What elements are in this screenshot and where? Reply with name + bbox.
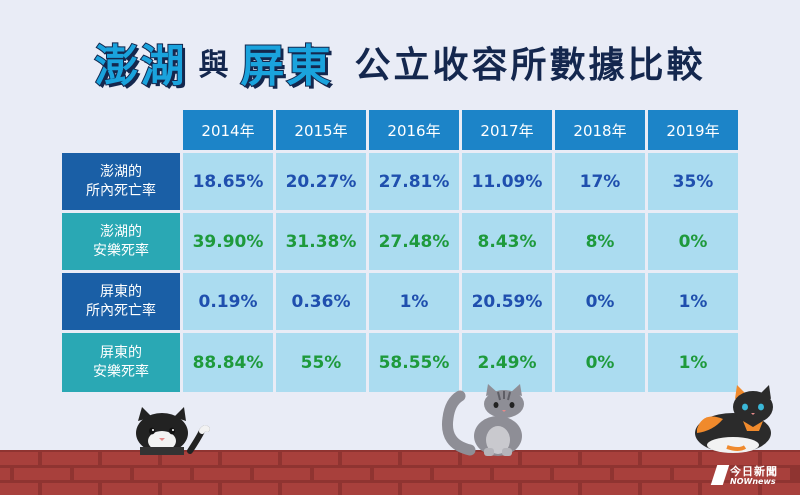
title-pingtung: 屏東: [239, 40, 333, 93]
table-row-pingtung-euthanasia-rate: 屏東的 安樂死率 88.84% 55% 58.55% 2.49% 0% 1%: [62, 333, 738, 392]
column-header: 2015年: [276, 110, 366, 150]
table-cell: 35%: [648, 153, 738, 210]
table-cell: 55%: [276, 333, 366, 392]
brand-sub: NOWnews: [730, 477, 776, 486]
table-cell: 0.19%: [183, 273, 273, 330]
row-header-line2: 所內死亡率: [86, 302, 156, 319]
table-cell: 58.55%: [369, 333, 459, 392]
title-connector: 與: [198, 48, 229, 83]
table-cell: 0.36%: [276, 273, 366, 330]
row-header-line1: 澎湖的: [100, 223, 142, 240]
table-cell: 11.09%: [462, 153, 552, 210]
table-cell: 0%: [648, 213, 738, 270]
column-header: 2018年: [555, 110, 645, 150]
column-header: 2019年: [648, 110, 738, 150]
tuxedo-cat-icon: [136, 407, 210, 455]
table-cell: 17%: [555, 153, 645, 210]
column-header: 2014年: [183, 110, 273, 150]
title-subject: 公立收容所數據比較: [354, 45, 706, 86]
row-header-line2: 所內死亡率: [86, 182, 156, 199]
table-cell: 20.59%: [462, 273, 552, 330]
table-cell: 8%: [555, 213, 645, 270]
data-table: 2014年 2015年 2016年 2017年 2018年 2019年 澎湖的 …: [62, 110, 738, 392]
nownews-logo: 今日新聞 NOWnews: [710, 463, 794, 489]
table-cell: 39.90%: [183, 213, 273, 270]
row-header: 屏東的 所內死亡率: [62, 273, 180, 330]
table-cell: 27.81%: [369, 153, 459, 210]
table-cell: 27.48%: [369, 213, 459, 270]
row-header-line1: 屏東的: [100, 283, 142, 300]
gray-tabby-cat-icon: [441, 384, 524, 456]
table-row-penghu-death-rate: 澎湖的 所內死亡率 18.65% 20.27% 27.81% 11.09% 17…: [62, 153, 738, 210]
brick-wall: [0, 450, 800, 495]
table-cell: 20.27%: [276, 153, 366, 210]
table-cell: 0%: [555, 273, 645, 330]
row-header-line1: 屏東的: [100, 344, 142, 361]
column-header: 2017年: [462, 110, 552, 150]
table-corner: [62, 110, 180, 150]
row-header: 澎湖的 安樂死率: [62, 213, 180, 270]
brand-name: 今日新聞: [730, 465, 778, 478]
page-title: 澎湖 與 屏東 公立收容所數據比較: [0, 32, 800, 93]
table-cell: 1%: [648, 273, 738, 330]
row-header: 澎湖的 所內死亡率: [62, 153, 180, 210]
nownews-logo-icon: [710, 465, 730, 485]
table-cell: 0%: [555, 333, 645, 392]
table-cell: 18.65%: [183, 153, 273, 210]
table-cell: 1%: [369, 273, 459, 330]
row-header: 屏東的 安樂死率: [62, 333, 180, 392]
row-header-line1: 澎湖的: [100, 163, 142, 180]
table-cell: 8.43%: [462, 213, 552, 270]
table-cell: 31.38%: [276, 213, 366, 270]
row-header-line2: 安樂死率: [93, 363, 149, 380]
table-header-row: 2014年 2015年 2016年 2017年 2018年 2019年: [62, 110, 738, 150]
table-cell: 88.84%: [183, 333, 273, 392]
column-header: 2016年: [369, 110, 459, 150]
table-cell: 2.49%: [462, 333, 552, 392]
table-row-penghu-euthanasia-rate: 澎湖的 安樂死率 39.90% 31.38% 27.48% 8.43% 8% 0…: [62, 213, 738, 270]
table-row-pingtung-death-rate: 屏東的 所內死亡率 0.19% 0.36% 1% 20.59% 0% 1%: [62, 273, 738, 330]
row-header-line2: 安樂死率: [93, 242, 149, 259]
table-cell: 1%: [648, 333, 738, 392]
calico-cat-icon: [695, 385, 773, 453]
title-penghu: 澎湖: [93, 40, 187, 93]
